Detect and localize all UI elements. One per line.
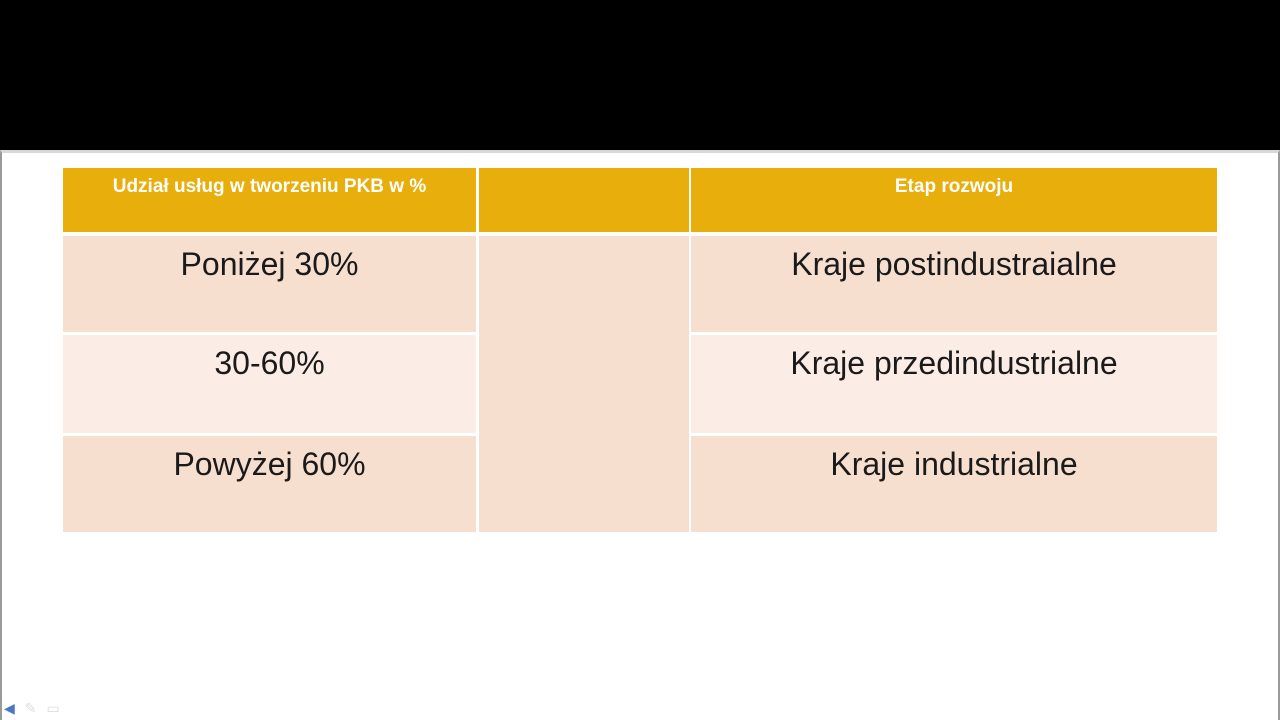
header-cell-empty: [479, 168, 689, 232]
table-cell-merged-middle: [479, 236, 689, 532]
table-cell-row3-left: Powyżej 60%: [63, 436, 476, 532]
header-cell-stage: Etap rozwoju: [691, 168, 1217, 232]
pen-icon[interactable]: ✎: [24, 700, 37, 716]
slideshow-nav: ◀ ✎ ▭: [4, 700, 60, 717]
back-arrow-icon[interactable]: ◀: [4, 700, 15, 716]
table-cell-row3-right: Kraje industrialne: [691, 436, 1217, 532]
table-cell-row1-right: Kraje postindustraialne: [691, 236, 1217, 332]
table-cell-row2-right: Kraje przedindustrialne: [691, 335, 1217, 433]
table-cell-row2-left: 30-60%: [63, 335, 476, 433]
menu-icon[interactable]: ▭: [46, 700, 60, 716]
video-letterbox-top: [0, 0, 1280, 150]
table-cell-row1-left: Poniżej 30%: [63, 236, 476, 332]
header-cell-share: Udział usług w tworzeniu PKB w %: [63, 168, 476, 232]
